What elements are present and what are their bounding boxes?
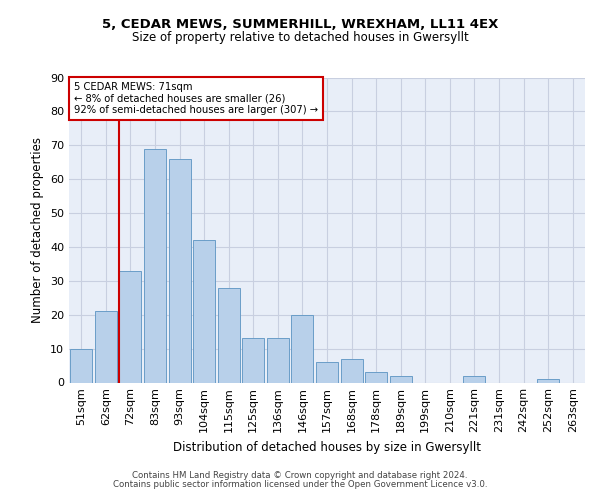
Text: 5 CEDAR MEWS: 71sqm
← 8% of detached houses are smaller (26)
92% of semi-detache: 5 CEDAR MEWS: 71sqm ← 8% of detached hou… — [74, 82, 318, 116]
Bar — [218, 288, 240, 382]
Bar — [292, 314, 313, 382]
Bar — [193, 240, 215, 382]
Text: Contains HM Land Registry data © Crown copyright and database right 2024.: Contains HM Land Registry data © Crown c… — [132, 471, 468, 480]
Bar — [537, 379, 559, 382]
Text: Size of property relative to detached houses in Gwersyllt: Size of property relative to detached ho… — [131, 31, 469, 44]
Bar — [365, 372, 387, 382]
X-axis label: Distribution of detached houses by size in Gwersyllt: Distribution of detached houses by size … — [173, 441, 481, 454]
Text: Contains public sector information licensed under the Open Government Licence v3: Contains public sector information licen… — [113, 480, 487, 489]
Bar — [119, 270, 142, 382]
Bar — [169, 159, 191, 382]
Bar — [463, 376, 485, 382]
Bar — [389, 376, 412, 382]
Bar — [267, 338, 289, 382]
Bar — [242, 338, 265, 382]
Bar — [70, 348, 92, 382]
Bar — [144, 148, 166, 382]
Bar — [316, 362, 338, 382]
Y-axis label: Number of detached properties: Number of detached properties — [31, 137, 44, 323]
Bar — [341, 359, 362, 382]
Text: 5, CEDAR MEWS, SUMMERHILL, WREXHAM, LL11 4EX: 5, CEDAR MEWS, SUMMERHILL, WREXHAM, LL11… — [102, 18, 498, 30]
Bar — [95, 312, 117, 382]
